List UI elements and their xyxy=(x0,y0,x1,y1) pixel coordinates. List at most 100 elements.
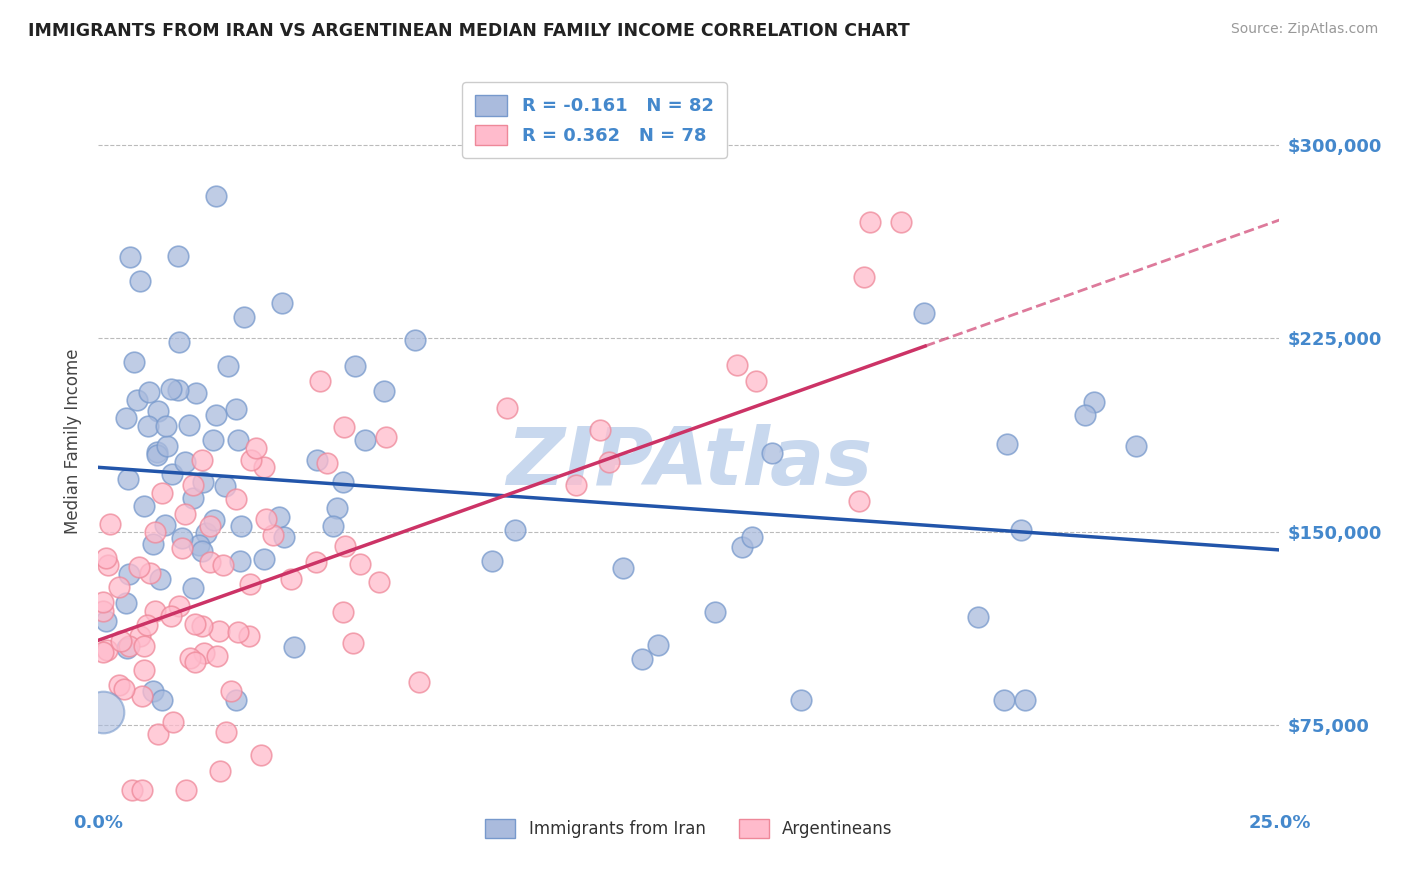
Point xyxy=(190,544,212,558)
Point xyxy=(138,384,160,399)
Point xyxy=(96,642,118,657)
Point xyxy=(647,639,669,653)
Point xyxy=(146,727,169,741)
Point xyxy=(174,783,197,797)
Point xyxy=(159,608,181,623)
Point xyxy=(193,475,215,489)
Point xyxy=(912,306,935,320)
Point xyxy=(129,629,152,643)
Point xyxy=(226,625,249,640)
Point xyxy=(375,430,398,444)
Point xyxy=(598,454,620,468)
Point xyxy=(128,274,150,288)
Point xyxy=(162,714,184,729)
Point xyxy=(731,540,754,554)
Point xyxy=(91,594,114,608)
Point xyxy=(169,335,191,350)
Point xyxy=(146,445,169,459)
Point xyxy=(96,558,118,572)
Point xyxy=(91,644,114,658)
Point xyxy=(117,472,139,486)
Point xyxy=(342,636,364,650)
Point xyxy=(273,530,295,544)
Point xyxy=(110,634,132,648)
Point xyxy=(107,677,129,691)
Point xyxy=(228,433,250,447)
Point xyxy=(122,355,145,369)
Point xyxy=(136,419,159,434)
Point xyxy=(254,512,277,526)
Point xyxy=(148,404,170,418)
Point xyxy=(404,333,426,347)
Point xyxy=(852,269,875,284)
Point xyxy=(283,640,305,654)
Point xyxy=(142,684,165,698)
Point xyxy=(166,249,188,263)
Point xyxy=(139,566,162,580)
Point xyxy=(208,624,231,639)
Point xyxy=(368,574,391,589)
Point xyxy=(373,384,395,398)
Point xyxy=(202,434,225,448)
Point xyxy=(848,494,870,508)
Point xyxy=(588,423,610,437)
Legend: Immigrants from Iran, Argentineans: Immigrants from Iran, Argentineans xyxy=(478,813,900,845)
Point xyxy=(142,537,165,551)
Point xyxy=(121,783,143,797)
Point xyxy=(1014,692,1036,706)
Point xyxy=(108,580,131,594)
Point xyxy=(167,599,190,613)
Text: ZIPAtlas: ZIPAtlas xyxy=(506,425,872,502)
Point xyxy=(308,374,330,388)
Point xyxy=(131,783,153,797)
Point xyxy=(117,639,139,653)
Point xyxy=(184,386,207,401)
Point xyxy=(481,553,503,567)
Point xyxy=(307,453,329,467)
Point xyxy=(96,614,118,628)
Point xyxy=(215,725,238,739)
Point xyxy=(966,610,988,624)
Point xyxy=(995,437,1018,451)
Point xyxy=(191,619,214,633)
Point xyxy=(993,692,1015,706)
Point xyxy=(354,433,377,447)
Point xyxy=(344,359,367,373)
Point xyxy=(162,467,184,481)
Point xyxy=(184,617,207,632)
Point xyxy=(179,651,201,665)
Point xyxy=(332,605,354,619)
Point xyxy=(322,519,344,533)
Point xyxy=(725,358,748,372)
Point xyxy=(333,420,356,434)
Point xyxy=(91,706,114,720)
Point xyxy=(408,674,430,689)
Point xyxy=(1074,408,1097,422)
Point xyxy=(333,540,356,554)
Point xyxy=(181,491,204,506)
Point xyxy=(231,518,253,533)
Point xyxy=(1083,394,1105,409)
Point xyxy=(214,478,236,492)
Point xyxy=(149,572,172,586)
Point xyxy=(890,215,912,229)
Point xyxy=(134,500,156,514)
Point xyxy=(117,641,139,656)
Point xyxy=(132,663,155,677)
Point xyxy=(250,748,273,763)
Point xyxy=(132,639,155,653)
Point xyxy=(204,408,226,422)
Point xyxy=(217,359,239,373)
Point xyxy=(612,561,634,575)
Point xyxy=(167,383,190,397)
Point xyxy=(1125,439,1147,453)
Point xyxy=(91,604,114,618)
Point xyxy=(745,374,768,388)
Point xyxy=(170,531,193,545)
Point xyxy=(233,310,256,324)
Point xyxy=(503,524,526,538)
Point xyxy=(208,764,231,778)
Point xyxy=(198,555,221,569)
Point xyxy=(193,647,215,661)
Point xyxy=(240,452,263,467)
